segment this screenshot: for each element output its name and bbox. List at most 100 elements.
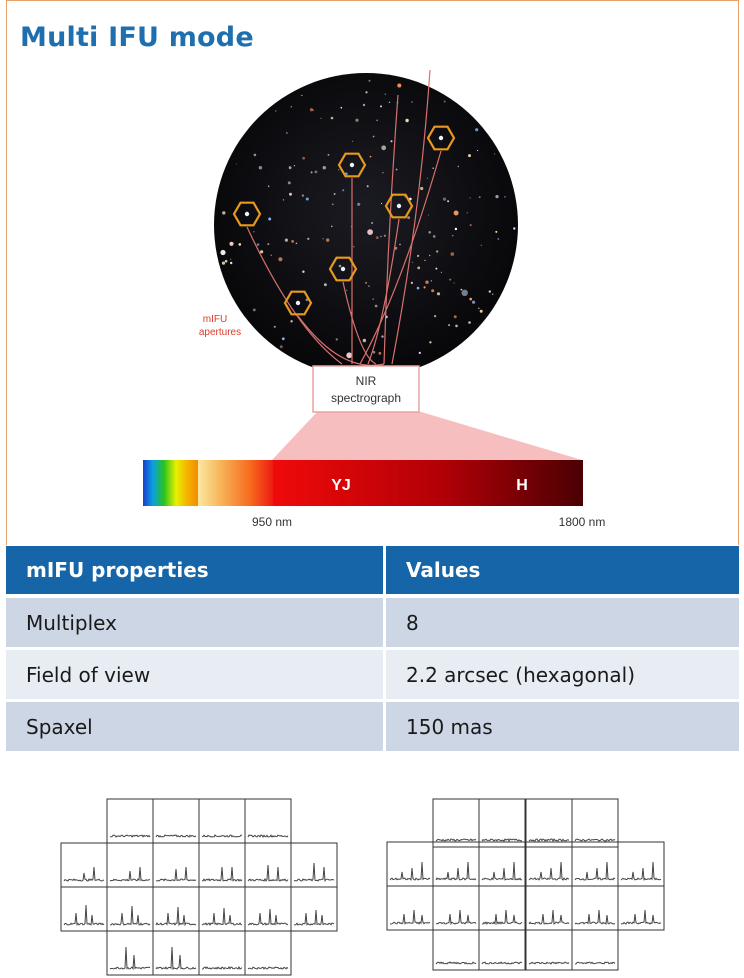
visible-spectrum xyxy=(143,460,198,506)
star-point xyxy=(417,254,420,257)
star-point xyxy=(469,297,473,301)
star-point xyxy=(454,227,458,231)
star-point xyxy=(332,203,334,206)
spaxel-spectrum xyxy=(109,905,151,926)
star-point xyxy=(416,286,420,290)
spaxel-cell xyxy=(571,929,619,971)
star-point xyxy=(352,140,354,142)
spaxel-cell xyxy=(617,885,665,931)
spaxel-spectrum xyxy=(293,909,335,926)
spaxel-spectrum xyxy=(109,946,151,971)
spaxel-spectrum xyxy=(481,838,523,842)
spaxel-spectrum xyxy=(247,834,289,838)
spaxel-spectrum xyxy=(528,961,570,965)
spaxel-spectrum xyxy=(435,961,477,965)
star-point xyxy=(291,240,294,243)
star-point xyxy=(338,264,342,268)
star-point xyxy=(468,154,471,158)
spaxel-spectrum xyxy=(109,866,151,882)
star-point xyxy=(309,108,314,112)
star-point xyxy=(268,185,270,187)
star-point xyxy=(429,341,432,344)
star-point xyxy=(426,177,428,179)
spaxel-cell xyxy=(106,842,154,888)
spaxel-cell xyxy=(244,930,292,976)
row-property: Multiplex xyxy=(6,598,386,650)
star-point xyxy=(222,211,226,215)
star-point xyxy=(302,270,305,273)
star-point xyxy=(371,222,373,224)
star-point xyxy=(372,298,375,300)
star-point xyxy=(346,289,348,291)
star-point xyxy=(457,165,460,168)
star-point xyxy=(453,282,455,284)
star-point xyxy=(342,189,345,192)
star-point xyxy=(293,165,295,167)
spaxel-spectrum xyxy=(390,909,431,925)
star-point xyxy=(252,308,256,312)
spaxel-cell xyxy=(571,885,619,931)
star-point xyxy=(461,289,468,296)
star-point xyxy=(310,171,313,174)
star-point xyxy=(238,243,242,246)
fiber-lines xyxy=(246,69,442,366)
star-point xyxy=(322,166,326,170)
target-star xyxy=(396,203,402,209)
target-star xyxy=(438,135,444,141)
mifu-properties-table: mIFU properties Values Multiplex 8 Field… xyxy=(6,546,739,754)
mifu-diagram: mIFU apertures NIR spectrograph YJ H 950… xyxy=(143,69,606,529)
star-point xyxy=(327,153,330,156)
star-point xyxy=(397,83,402,88)
star-point xyxy=(427,214,429,216)
star-point xyxy=(453,210,459,216)
spaxel-spectrum xyxy=(155,906,197,927)
wavelength-end-label: 1800 nm xyxy=(559,515,606,529)
spaxel-spectrum xyxy=(201,965,243,970)
aperture-hexagon xyxy=(337,152,367,178)
star-point xyxy=(380,202,383,205)
spaxel-spectrum xyxy=(620,909,662,925)
target-star xyxy=(349,162,355,168)
star-point xyxy=(258,166,263,170)
spaxel-spectrum xyxy=(435,909,477,926)
spaxel-spectrum xyxy=(574,961,616,965)
table-row: Multiplex 8 xyxy=(6,598,739,650)
star-point xyxy=(429,254,431,257)
star-point xyxy=(381,145,387,151)
star-point xyxy=(380,235,382,238)
star-point xyxy=(423,286,426,289)
star-point xyxy=(407,216,411,220)
table-row: Field of view 2.2 arcsec (hexagonal) xyxy=(6,650,739,702)
star-point xyxy=(443,100,446,103)
row-property: Spaxel xyxy=(6,702,386,754)
band-h-label: H xyxy=(516,477,528,494)
spectrograph-label-1: NIR xyxy=(356,374,377,388)
spectrum-wedge xyxy=(272,411,582,460)
star-point xyxy=(435,267,438,270)
page-title: Multi IFU mode xyxy=(20,22,254,53)
star-point xyxy=(305,197,309,201)
spaxel-cell xyxy=(525,929,573,971)
star-point xyxy=(388,101,391,104)
star-point xyxy=(365,281,368,284)
star-point xyxy=(436,292,441,296)
fiber-line xyxy=(391,69,431,365)
spaxel-spectrum xyxy=(201,834,242,838)
star-point xyxy=(372,135,375,138)
star-point xyxy=(493,153,496,155)
star-point xyxy=(410,281,413,284)
star-point xyxy=(480,244,482,247)
star-point xyxy=(434,315,437,318)
star-point xyxy=(369,155,372,158)
star-point xyxy=(381,335,384,338)
star-point xyxy=(497,238,500,240)
star-point xyxy=(449,278,452,281)
star-point xyxy=(307,237,310,240)
star-point xyxy=(453,315,457,319)
star-point xyxy=(430,280,432,282)
star-point xyxy=(475,128,479,132)
star-point xyxy=(424,259,426,262)
spaxel-spectrum xyxy=(247,966,289,970)
star-point xyxy=(324,283,327,287)
target-star xyxy=(340,266,346,272)
